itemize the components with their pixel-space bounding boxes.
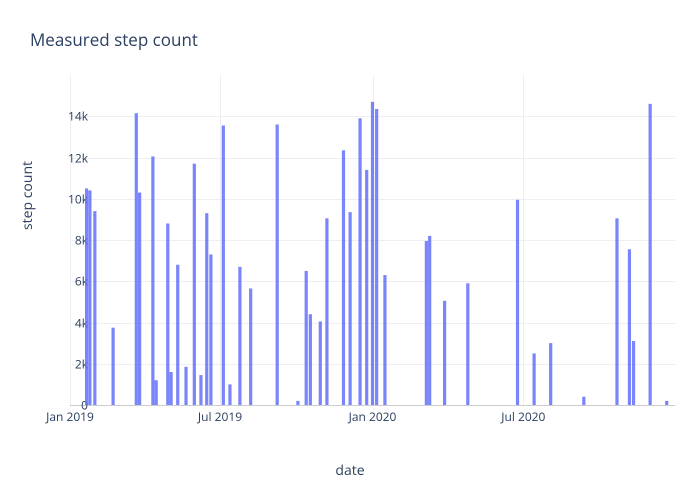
chart-title: Measured step count — [30, 28, 198, 51]
bar — [305, 271, 308, 405]
bar — [170, 372, 173, 405]
bar — [135, 113, 138, 405]
bar — [325, 218, 328, 405]
bar — [151, 156, 154, 405]
x-tick-label: Jul 2020 — [501, 408, 545, 425]
bar — [138, 193, 141, 405]
bar — [425, 241, 428, 405]
bar — [209, 254, 212, 405]
y-axis-label: step count — [18, 161, 37, 230]
bar — [365, 170, 368, 405]
bar — [184, 367, 187, 405]
bar — [228, 384, 231, 405]
bar — [375, 109, 378, 405]
bar — [85, 188, 88, 405]
x-tick-label: Jan 2019 — [46, 408, 94, 425]
bar — [276, 125, 279, 406]
chart-container: Measured step count step count date 02k4… — [0, 0, 700, 500]
bar — [466, 283, 469, 405]
bar — [249, 288, 252, 405]
bar — [112, 328, 115, 405]
bar — [349, 212, 352, 405]
x-tick-label: Jan 2020 — [349, 408, 397, 425]
bar — [93, 211, 96, 405]
bar — [176, 265, 179, 405]
x-tick-label: Jul 2019 — [198, 408, 242, 425]
bar — [649, 104, 652, 405]
x-axis-label: date — [335, 461, 364, 480]
bar — [309, 314, 312, 405]
bar — [222, 126, 225, 405]
bar — [443, 301, 446, 405]
zero-line — [70, 405, 675, 406]
bar — [383, 275, 386, 405]
bar — [582, 397, 585, 405]
bar — [428, 236, 431, 405]
bar — [628, 249, 631, 405]
bar — [533, 353, 536, 405]
bar — [319, 321, 322, 405]
bar — [205, 213, 208, 405]
bar — [516, 200, 519, 405]
bar — [238, 267, 241, 405]
bar — [199, 375, 202, 405]
bar — [665, 401, 668, 405]
bar — [166, 224, 169, 406]
bar — [632, 341, 635, 405]
bar — [615, 218, 618, 405]
bar — [342, 150, 345, 405]
bar — [155, 380, 158, 405]
bar — [193, 164, 196, 405]
bar — [371, 102, 374, 405]
bar — [296, 401, 299, 405]
bar — [549, 343, 552, 405]
bar — [358, 118, 361, 405]
bar — [88, 191, 91, 406]
bar-series — [70, 75, 675, 405]
